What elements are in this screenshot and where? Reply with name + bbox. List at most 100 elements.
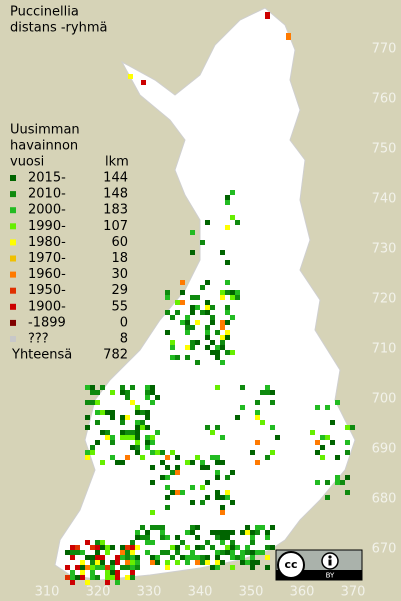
observation-square [75, 565, 80, 570]
observation-square [220, 510, 225, 515]
license-badge: cc BY [275, 549, 363, 581]
observation-square [210, 320, 215, 325]
observation-square [95, 390, 100, 395]
observation-square [180, 555, 185, 560]
observation-square [215, 455, 220, 460]
legend-count: 8 [120, 332, 128, 347]
observation-square [220, 435, 225, 440]
observation-square [170, 450, 175, 455]
observation-square [145, 435, 150, 440]
observation-square [225, 260, 230, 265]
observation-square [120, 460, 125, 465]
observation-square [205, 465, 210, 470]
observation-square [260, 420, 265, 425]
observation-square [325, 435, 330, 440]
observation-square [120, 430, 125, 435]
observation-square [135, 435, 140, 440]
observation-square [85, 455, 90, 460]
observation-square [95, 550, 100, 555]
observation-square [185, 330, 190, 335]
observation-square [140, 425, 145, 430]
observation-square [125, 395, 130, 400]
observation-square [190, 460, 195, 465]
observation-square [80, 550, 85, 555]
observation-square [335, 455, 340, 460]
observation-square [150, 450, 155, 455]
observation-square [215, 345, 220, 350]
observation-square [190, 345, 195, 350]
observation-square [100, 430, 105, 435]
observation-square [235, 545, 240, 550]
observation-square [135, 410, 140, 415]
observation-square [190, 295, 195, 300]
observation-square [205, 300, 210, 305]
observation-square [270, 525, 275, 530]
observation-square [220, 290, 225, 295]
observation-square [180, 320, 185, 325]
observation-square [270, 450, 275, 455]
observation-square [185, 315, 190, 320]
observation-square [65, 575, 70, 580]
observation-square [135, 530, 140, 535]
observation-square [105, 435, 110, 440]
observation-square [230, 470, 235, 475]
observation-square [245, 550, 250, 555]
observation-square [240, 560, 245, 565]
legend-swatch [10, 271, 16, 278]
observation-square [220, 360, 225, 365]
observation-square [110, 455, 115, 460]
observation-square [215, 385, 220, 390]
observation-square [80, 560, 85, 565]
observation-square [255, 410, 260, 415]
observation-square [330, 440, 335, 445]
observation-square [250, 555, 255, 560]
observation-square [90, 565, 95, 570]
observation-square [270, 390, 275, 395]
observation-square [165, 485, 170, 490]
observation-square [105, 430, 110, 435]
observation-square [220, 320, 225, 325]
observation-square [255, 440, 260, 445]
observation-square [135, 535, 140, 540]
observation-square [215, 350, 220, 355]
observation-square [220, 325, 225, 330]
observation-square [185, 530, 190, 535]
observation-square [225, 290, 230, 295]
observation-square [220, 345, 225, 350]
observation-square [80, 575, 85, 580]
observation-square [200, 560, 205, 565]
observation-square [120, 415, 125, 420]
observation-square [175, 455, 180, 460]
observation-square [115, 575, 120, 580]
observation-square [175, 470, 180, 475]
observation-square [130, 385, 135, 390]
observation-square [125, 555, 130, 560]
observation-square [180, 540, 185, 545]
observation-square [70, 555, 75, 560]
legend-count: 60 [111, 235, 128, 250]
observation-square [185, 320, 190, 325]
observation-square [160, 475, 165, 480]
observation-square [195, 525, 200, 530]
observation-square [265, 390, 270, 395]
observation-square [325, 405, 330, 410]
legend-label: 1950- [28, 283, 66, 298]
svg-text:cc: cc [284, 558, 297, 571]
observation-square [220, 460, 225, 465]
observation-square [210, 350, 215, 355]
y-coordinate: 690 [372, 442, 397, 457]
observation-square [220, 505, 225, 510]
observation-square [185, 560, 190, 565]
observation-square [145, 440, 150, 445]
observation-square [95, 400, 100, 405]
observation-square [130, 560, 135, 565]
observation-square [250, 535, 255, 540]
legend-heading: Uusimman [10, 123, 80, 138]
observation-square [215, 355, 220, 360]
observation-square [220, 550, 225, 555]
observation-square [240, 385, 245, 390]
observation-square [215, 460, 220, 465]
observation-square [180, 300, 185, 305]
y-coordinate: 710 [372, 342, 397, 357]
